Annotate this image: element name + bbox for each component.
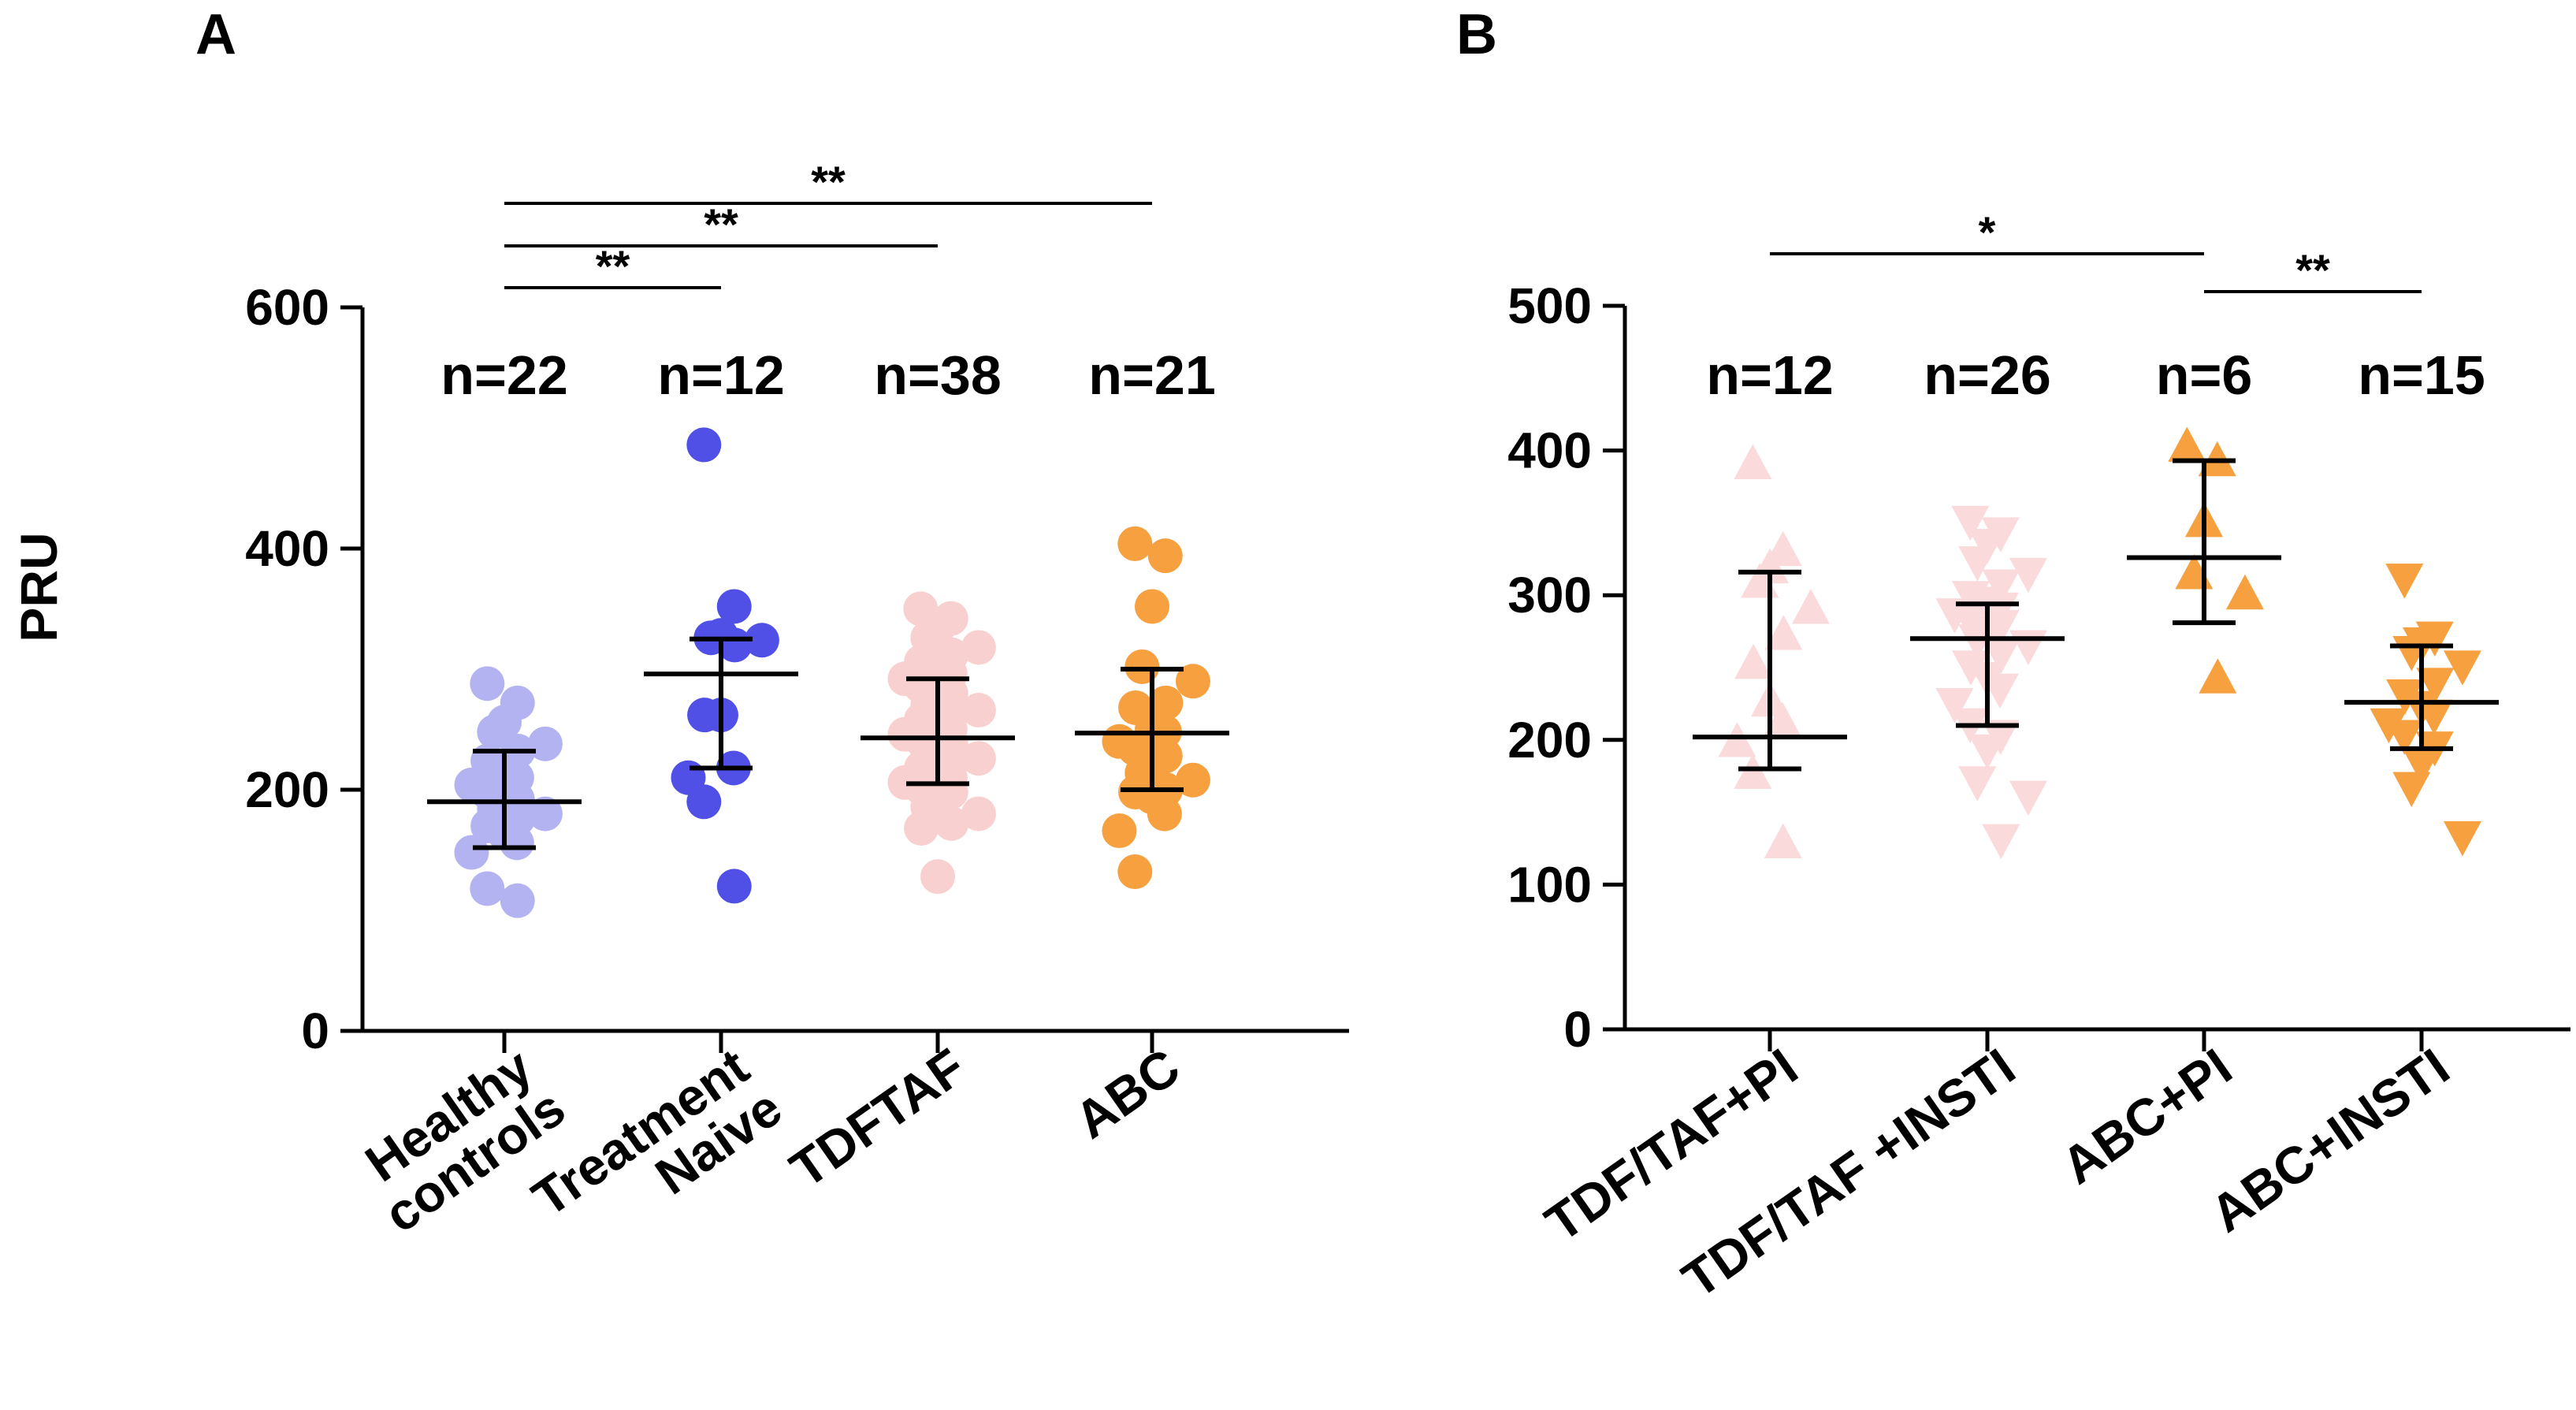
data-point — [1791, 589, 1830, 624]
significance-label: ** — [704, 199, 738, 249]
data-point — [454, 835, 489, 870]
data-point — [1968, 734, 2006, 770]
data-point — [1175, 762, 1210, 798]
data-point — [1982, 638, 2020, 675]
data-point — [920, 859, 955, 895]
y-tick-label: 0 — [301, 1003, 329, 1059]
data-point — [1102, 813, 1137, 849]
data-point — [904, 810, 939, 846]
data-point — [2416, 668, 2455, 703]
data-point — [1148, 685, 1184, 720]
data-point — [1734, 444, 1772, 479]
y-tick-label: 100 — [1507, 856, 1592, 913]
data-point — [1951, 604, 1990, 639]
y-tick-label: 500 — [1507, 277, 1592, 334]
y-tick-label: 600 — [245, 279, 329, 336]
data-point — [716, 589, 752, 624]
data-point — [500, 883, 535, 918]
data-point — [2403, 749, 2440, 784]
n-label: n=12 — [1706, 344, 1834, 406]
y-tick-label: 200 — [245, 761, 329, 818]
data-point — [1958, 766, 1997, 802]
y-tick-label: 0 — [1563, 1001, 1592, 1058]
data-point — [2199, 658, 2237, 694]
data-point — [1951, 505, 1990, 541]
data-point — [2443, 650, 2481, 686]
data-point — [499, 825, 534, 861]
significance-label: * — [1979, 207, 1996, 257]
x-category-label: ABC — [1064, 1037, 1190, 1150]
data-point — [744, 623, 779, 658]
data-point — [1935, 688, 1974, 724]
data-point — [686, 784, 722, 820]
n-label: n=12 — [657, 344, 785, 406]
data-point — [1117, 526, 1153, 561]
panel-letter-a: A — [195, 3, 236, 66]
significance-label: ** — [811, 157, 846, 206]
data-point — [470, 871, 505, 906]
data-point — [1958, 546, 1997, 582]
x-category-label: ABC+INSTI — [2200, 1037, 2459, 1243]
n-label: n=38 — [874, 344, 1002, 406]
data-point — [961, 693, 996, 728]
data-point — [1764, 615, 1803, 650]
data-point — [1952, 650, 1991, 686]
data-point — [1734, 753, 1772, 789]
data-point — [1982, 824, 2020, 860]
data-point — [1175, 664, 1210, 699]
y-tick-label: 400 — [1507, 422, 1592, 479]
data-point — [717, 627, 753, 663]
data-point — [1734, 643, 1773, 679]
data-point — [1763, 701, 1801, 737]
data-point — [2443, 820, 2481, 857]
panel-b: 0100200300400500n=12TDF/TAF+PIn=26TDF/TA… — [1507, 207, 2570, 1309]
data-point — [934, 805, 969, 841]
data-point — [1117, 854, 1153, 890]
data-point — [1147, 796, 1182, 831]
data-point — [961, 630, 996, 665]
data-point — [2385, 720, 2424, 755]
data-point — [477, 714, 512, 750]
data-point — [2414, 699, 2453, 735]
x-category-label: TDFTAF — [779, 1037, 976, 1199]
y-tick-label: 300 — [1507, 567, 1592, 623]
data-point — [2009, 557, 2047, 593]
n-label: n=21 — [1088, 344, 1216, 406]
y-tick-label: 200 — [1507, 712, 1592, 768]
y-tick-label: 400 — [245, 520, 329, 577]
data-point — [2009, 780, 2047, 816]
n-label: n=22 — [440, 344, 568, 406]
panel-letter-b: B — [1456, 3, 1497, 66]
n-label: n=6 — [2156, 344, 2253, 406]
x-category-label: ABC+PI — [2051, 1037, 2242, 1196]
data-point — [527, 796, 563, 831]
data-point — [1980, 673, 2019, 709]
data-point — [1764, 823, 1802, 858]
data-point — [2392, 772, 2431, 807]
n-label: n=26 — [1924, 344, 2051, 406]
data-point — [1718, 722, 1756, 757]
data-point — [2386, 679, 2425, 715]
data-point — [470, 666, 505, 701]
data-point — [686, 427, 722, 463]
significance-label: ** — [596, 241, 630, 291]
data-point — [961, 741, 996, 776]
n-label: n=15 — [2358, 344, 2485, 406]
data-point — [1147, 538, 1183, 574]
significance-label: ** — [2295, 245, 2330, 295]
data-point — [527, 726, 563, 761]
y-axis-label-a: PRU — [9, 532, 68, 642]
data-point — [2225, 574, 2264, 610]
panel-a: 0200400600n=22Healthycontrolsn=12Treatme… — [245, 157, 1349, 1244]
data-point — [1135, 589, 1169, 624]
data-point — [2168, 426, 2206, 462]
data-point — [716, 869, 752, 904]
data-point — [2385, 564, 2424, 599]
data-point — [961, 796, 996, 831]
